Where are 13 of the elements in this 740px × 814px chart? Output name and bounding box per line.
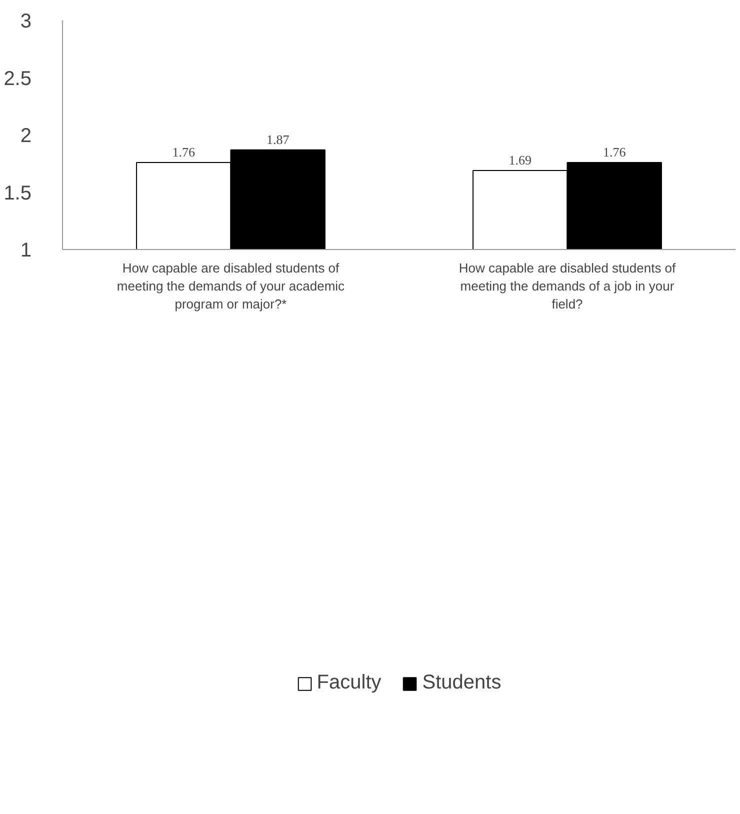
data-label: 1.69	[508, 152, 532, 168]
y-tick-label: 1.5	[4, 182, 32, 204]
y-tick-label: 3	[20, 10, 32, 32]
legend-label: Faculty	[316, 672, 382, 695]
x-tick-label: How capable are disabled students of meeting the demands of your academic program or major?*	[116, 260, 346, 312]
legend-label: Students	[422, 672, 502, 695]
x-tick-label: How capable are disabled students of meeting the demands of a job in your field?	[458, 260, 676, 312]
data-label: 1.76	[602, 144, 626, 160]
y-tick-label: 2	[20, 125, 32, 147]
data-label: 1.87	[266, 132, 290, 147]
data-label: 1.76	[172, 144, 196, 160]
y-tick-label: 1	[20, 240, 32, 262]
y-tick-label: 2.5	[4, 68, 32, 90]
